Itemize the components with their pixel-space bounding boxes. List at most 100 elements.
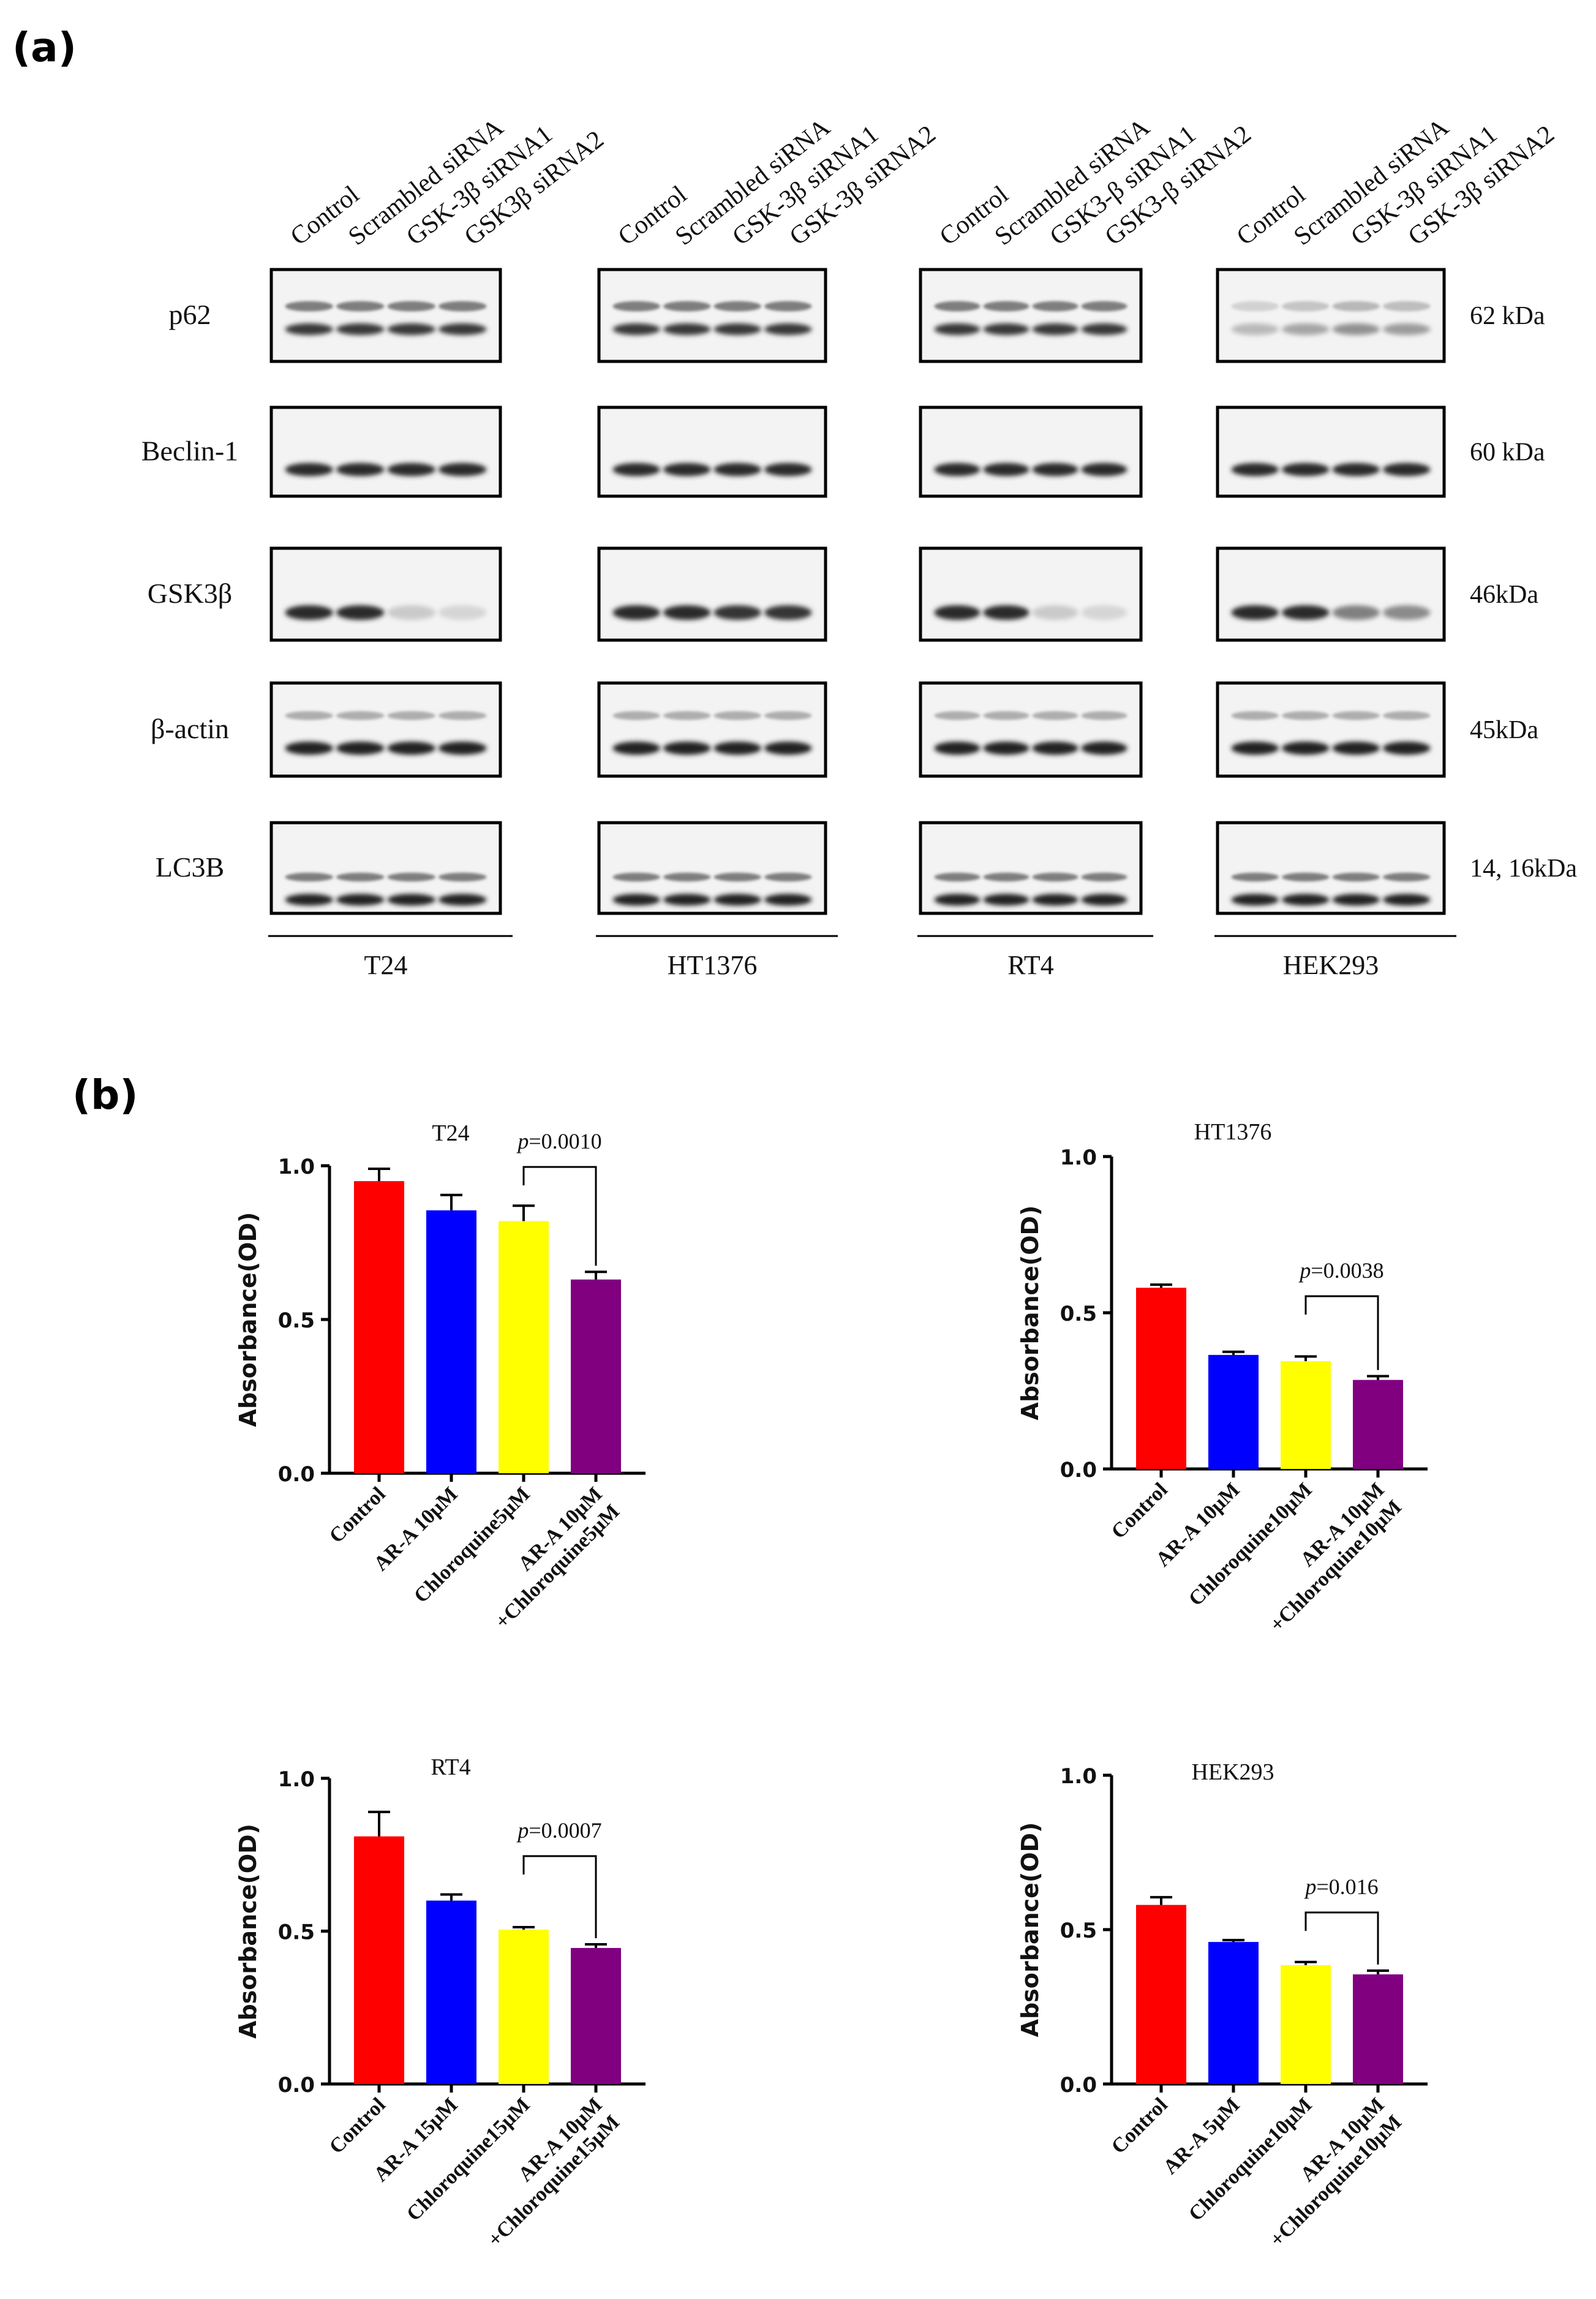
cell-line-label: HT1376 [668, 950, 758, 980]
bar [1281, 1965, 1331, 2084]
blot-band [1032, 711, 1078, 720]
bar [571, 1947, 621, 2084]
protein-label: p62 [169, 299, 211, 330]
chart-title: HT1376 [1194, 1119, 1272, 1145]
blot-band [1382, 462, 1431, 477]
blot-band [764, 605, 812, 620]
blot-band [983, 894, 1029, 906]
blot-band [1332, 741, 1380, 755]
blot-band [713, 872, 762, 882]
bar [499, 1930, 549, 2084]
blot-band [983, 462, 1029, 477]
cell-line-label: HEK293 [1283, 950, 1379, 980]
bar-chart-ht1376: HT1376 Absorbance(OD) 0.0 0.5 1.0 Control AR-A… [1017, 1119, 1428, 1636]
blot-band [1332, 301, 1380, 312]
blot-band [663, 301, 711, 312]
blot-panel [919, 406, 1143, 498]
blot-band [387, 872, 435, 882]
blot-band [1081, 301, 1127, 312]
blot-band [1332, 323, 1380, 336]
y-tick-label: 0.5 [278, 1308, 315, 1333]
blot-band [1231, 462, 1279, 477]
blot-band [983, 605, 1029, 620]
blot-band [713, 605, 762, 620]
panel-label-a: (a) [12, 24, 77, 71]
blot-band [1382, 872, 1431, 882]
blot-band [934, 462, 981, 477]
blot-band [983, 323, 1029, 336]
blot-band [663, 605, 711, 620]
protein-label: Beclin-1 [141, 436, 238, 467]
blot-band [663, 323, 711, 336]
x-category-label: Control [325, 2093, 390, 2158]
blot-band [285, 711, 333, 720]
blot-band [336, 605, 385, 620]
blot-band [1231, 301, 1279, 312]
blot-band [764, 711, 812, 720]
blot-band [764, 872, 812, 882]
bar [1136, 1288, 1186, 1469]
bar [426, 1900, 476, 2084]
chart-title: HEK293 [1191, 1759, 1274, 1785]
blot-band [612, 872, 661, 882]
blot-band [713, 323, 762, 336]
blot-band [439, 462, 487, 477]
y-axis-label: Absorbance(OD) [235, 1824, 262, 2039]
blot-band [1281, 462, 1330, 477]
blot-band [983, 872, 1029, 882]
x-category-label: Control [1107, 1478, 1172, 1543]
y-tick-label: 0.5 [1060, 1919, 1097, 1943]
blot-band [387, 894, 435, 906]
blot-band [612, 323, 661, 336]
p-value-label: p=0.016 [1303, 1874, 1378, 1899]
blot-panel [1216, 546, 1446, 642]
bar [354, 1836, 404, 2084]
bar [499, 1221, 549, 1473]
p-value-label: p=0.0010 [516, 1129, 601, 1153]
blot-band [983, 711, 1029, 720]
blot-band [1382, 605, 1431, 620]
blot-band [285, 605, 333, 620]
blot-band [934, 711, 981, 720]
blot-band [1231, 894, 1279, 906]
blot-band [1332, 462, 1380, 477]
blot-band [1032, 894, 1078, 906]
blot-band [1281, 711, 1330, 720]
blot-panel [269, 546, 502, 642]
x-category-label: AR-A 10μM+Chloroquine15μM [466, 2093, 624, 2251]
blot-band [1231, 323, 1279, 336]
blot-panel [1216, 268, 1446, 363]
bar [1208, 1354, 1259, 1469]
blot-band [983, 301, 1029, 312]
blot-band [934, 301, 981, 312]
blot-band [336, 872, 385, 882]
blot-band [387, 323, 435, 336]
blot-band [1332, 711, 1380, 720]
blot-band [663, 462, 711, 477]
blot-band [1281, 741, 1330, 755]
x-category-label: AR-A 10μM+Chloroquine10μM [1248, 2093, 1406, 2251]
blot-band [612, 741, 661, 755]
blot-band [285, 872, 333, 882]
blot-band [1281, 894, 1330, 906]
blot-band [612, 462, 661, 477]
blot-band [439, 711, 487, 720]
blot-band [764, 894, 812, 906]
blot-band [764, 741, 812, 755]
blot-band [934, 605, 981, 620]
y-axis-label: Absorbance(OD) [235, 1212, 262, 1427]
blot-band [285, 301, 333, 312]
y-tick-label: 1.0 [278, 1155, 315, 1179]
y-tick-label: 0.0 [1060, 1458, 1097, 1482]
blot-band [387, 605, 435, 620]
blot-band [439, 301, 487, 312]
blot-band [1081, 323, 1127, 336]
blot-band [713, 301, 762, 312]
kda-label: 62 kDa [1470, 302, 1545, 330]
p-value-label: p=0.0007 [516, 1818, 601, 1843]
blot-band [1032, 741, 1078, 755]
blot-panel [597, 268, 827, 363]
blot-band [1281, 301, 1330, 312]
